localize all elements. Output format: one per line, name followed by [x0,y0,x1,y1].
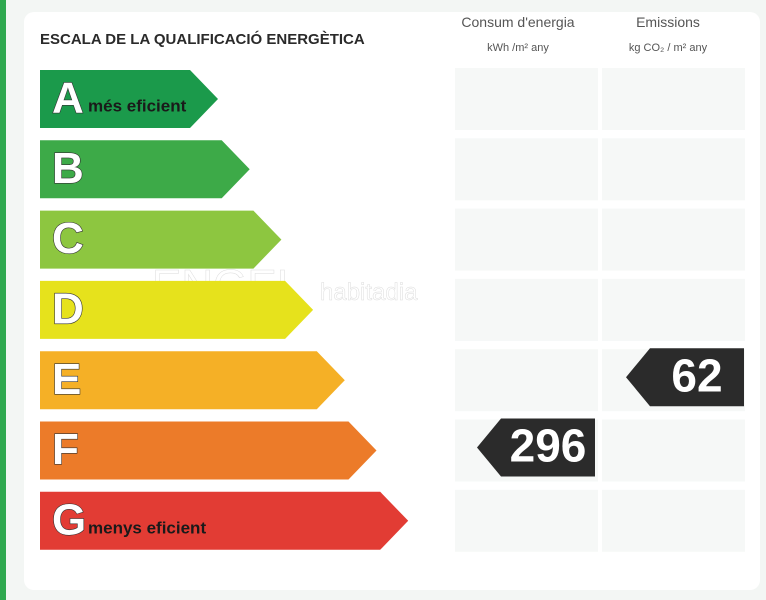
rating-label: menys eficient [88,518,206,537]
cell [455,349,598,412]
rating-value: 62 [671,349,722,401]
watermark: habitadia [320,279,418,306]
cell [602,68,745,130]
cell [602,489,745,552]
cell [602,208,745,271]
column-unit: kWh /m² any [487,42,549,54]
rating-arrow [40,491,409,550]
rating-letter: D [52,285,84,334]
rating-letter: F [52,425,79,474]
column-title: Consum d'energia [461,14,574,30]
cell [455,68,598,130]
rating-arrow [40,70,218,128]
rating-letter: E [52,355,81,404]
rating-value: 296 [510,420,587,472]
rating-arrow [40,210,282,269]
rating-badge [477,418,595,477]
column-title: Emissions [636,14,700,30]
rating-arrow [40,280,314,339]
rating-arrow [40,140,250,199]
cell [455,138,598,201]
rating-label: més eficient [88,96,187,115]
rating-letter: A [52,74,84,123]
column-unit: kg CO₂ / m² any [629,42,708,54]
rating-arrow [40,351,345,410]
cell [602,278,745,341]
cell [455,208,598,271]
rating-arrow [40,421,377,480]
rating-letter: C [52,214,84,263]
rating-letter: G [52,495,86,544]
title: ESCALA DE LA QUALIFICACIÓ ENERGÈTICA [40,30,365,48]
cell [602,138,745,201]
left-border [0,0,6,600]
cell [455,278,598,341]
rating-letter: B [52,144,84,193]
rating-badge [626,348,744,407]
cell [602,419,745,482]
cell [455,489,598,552]
